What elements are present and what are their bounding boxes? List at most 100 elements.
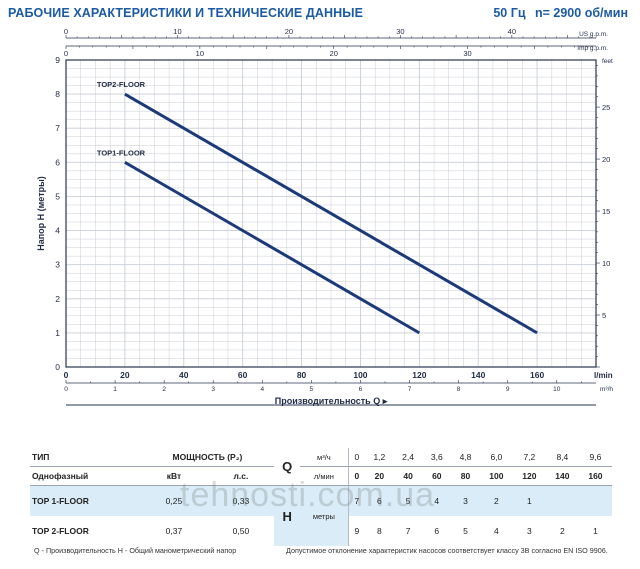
type-header: ТИП	[30, 448, 141, 467]
kw-value: 0,37	[165, 526, 183, 536]
y-tick-label: 5	[55, 191, 60, 201]
q-lmin-3: 60	[422, 466, 452, 486]
series-line-top2-floor	[124, 92, 538, 335]
q-m3h-6: 7,2	[512, 448, 546, 467]
h-value: 2	[560, 526, 565, 536]
x-tick-label: 20	[120, 370, 130, 380]
q-lmin-7: 140	[545, 466, 579, 486]
header-specs: 50 Гц n= 2900 об/мин	[487, 6, 628, 20]
h-value: 3	[463, 496, 468, 506]
table-row: TOP 2-FLOOR 0,37 0,50 9 8 7 6 5 4 3 2 1	[30, 516, 612, 546]
feet-tick-label: 20	[602, 155, 610, 164]
h-value: 1	[593, 526, 598, 536]
x-tick-label: 120	[412, 370, 426, 380]
h-value: 9	[347, 516, 365, 546]
q-lmin-5: 100	[479, 466, 513, 486]
m3h-tick-label: 7	[408, 386, 412, 393]
imp-gpm-unit-label: Imp g.p.m.	[577, 45, 608, 52]
q-lmin-2: 40	[393, 466, 423, 486]
m3h-tick-label: 1	[113, 386, 117, 393]
m3h-tick-label: 2	[162, 386, 166, 393]
m3h-unit-label: m³/h	[600, 386, 613, 393]
us-gpm-tick-label: 40	[508, 27, 516, 36]
q-m3h-4: 4,8	[451, 448, 480, 467]
spec-table: ТИП МОЩНОСТЬ (P₂) Q м³/ч 0 1,2 2,4 3,6 4…	[30, 448, 612, 546]
y-tick-label: 8	[55, 89, 60, 99]
hp-value: 0,33	[232, 496, 250, 506]
h-value: 4	[434, 496, 440, 506]
m3h-tick-label: 9	[506, 386, 510, 393]
h-unit: метры	[312, 511, 335, 521]
x-tick-label: 0	[64, 370, 69, 380]
m3h-tick-label: 6	[359, 386, 363, 393]
table-row: TOP 1-FLOOR 0,25 0,33 H метры 7 6 5 4 3 …	[30, 485, 612, 524]
feet-tick-label: 25	[602, 103, 610, 112]
h-symbol: H	[282, 508, 292, 524]
imp-gpm-tick-label: 20	[330, 49, 338, 58]
hp-header: л.с.	[207, 466, 275, 486]
hp-value: 0,50	[232, 526, 250, 536]
m3h-tick-label: 3	[211, 386, 215, 393]
feet-tick-label: 5	[602, 311, 606, 320]
x-tick-label: 160	[530, 370, 544, 380]
m3h-unit: м³/ч	[300, 448, 349, 467]
y-tick-label: 6	[55, 157, 60, 167]
kw-value: 0,25	[165, 496, 183, 506]
feet-tick-label: 10	[602, 259, 610, 268]
page-title: РАБОЧИЕ ХАРАКТЕРИСТИКИ И ТЕХНИЧЕСКИЕ ДАН…	[8, 6, 364, 20]
h-value: 7	[347, 485, 365, 516]
y-tick-label: 3	[55, 260, 60, 270]
q-lmin-6: 120	[512, 466, 546, 486]
us-gpm-tick-label: 20	[285, 27, 293, 36]
q-lmin-4: 80	[451, 466, 480, 486]
h-value	[579, 486, 612, 517]
model-name: TOP 2-FLOOR	[32, 526, 89, 536]
h-value: 6	[376, 496, 382, 506]
q-m3h-7: 8,4	[545, 448, 579, 467]
footer: Q - Производительность H - Общий маномет…	[34, 546, 614, 555]
us-gpm-tick-label: 10	[173, 27, 181, 36]
us-gpm-tick-label: 0	[64, 27, 68, 36]
imp-gpm-tick-label: 30	[463, 49, 471, 58]
series-label: TOP2-FLOOR	[97, 80, 146, 89]
q-symbol: Q	[274, 448, 301, 486]
x-tick-label: 40	[179, 370, 189, 380]
q-m3h-1: 1,2	[365, 448, 394, 467]
feet-unit-label: feet	[602, 58, 613, 65]
y-tick-label: 0	[55, 362, 60, 372]
x-tick-label: 60	[238, 370, 248, 380]
h-value: 5	[463, 526, 468, 536]
m3h-tick-label: 10	[553, 386, 561, 393]
model-name: TOP 1-FLOOR	[32, 496, 89, 506]
h-value: 1	[527, 496, 532, 506]
kw-header: кВт	[140, 466, 208, 486]
q-m3h-8: 9,6	[578, 448, 612, 467]
us-gpm-unit-label: US g.p.m.	[579, 31, 608, 38]
watermark: tehnosti.com.ua	[180, 476, 436, 514]
frequency-label: 50 Гц	[493, 6, 526, 20]
us-gpm-tick-label: 30	[396, 27, 404, 36]
imp-gpm-tick-label: 0	[64, 49, 68, 58]
y-tick-label: 2	[55, 294, 60, 304]
footer-tolerance: Допустимое отклонение характеристик насо…	[286, 546, 608, 555]
y-tick-label: 9	[55, 55, 60, 65]
footer-legend: Q - Производительность H - Общий маномет…	[34, 546, 237, 555]
q-m3h-3: 3,6	[422, 448, 452, 467]
m3h-tick-label: 5	[310, 386, 314, 393]
y-tick-label: 1	[55, 328, 60, 338]
speed-label: n= 2900 об/мин	[535, 6, 628, 20]
m3h-tick-label: 0	[64, 386, 68, 393]
h-value: 2	[494, 496, 499, 506]
q-lmin-8: 160	[578, 466, 612, 486]
h-value: 6	[434, 526, 440, 536]
h-value: 8	[376, 526, 382, 536]
y-tick-label: 4	[55, 226, 60, 236]
x-axis-title: Производительность Q ▸	[275, 396, 388, 406]
feet-tick-label: 15	[602, 207, 610, 216]
m3h-tick-label: 8	[457, 386, 461, 393]
h-value: 7	[405, 526, 411, 536]
series-label: TOP1-FLOOR	[97, 148, 146, 157]
plot-border	[65, 59, 597, 368]
x-tick-label: 100	[353, 370, 367, 380]
